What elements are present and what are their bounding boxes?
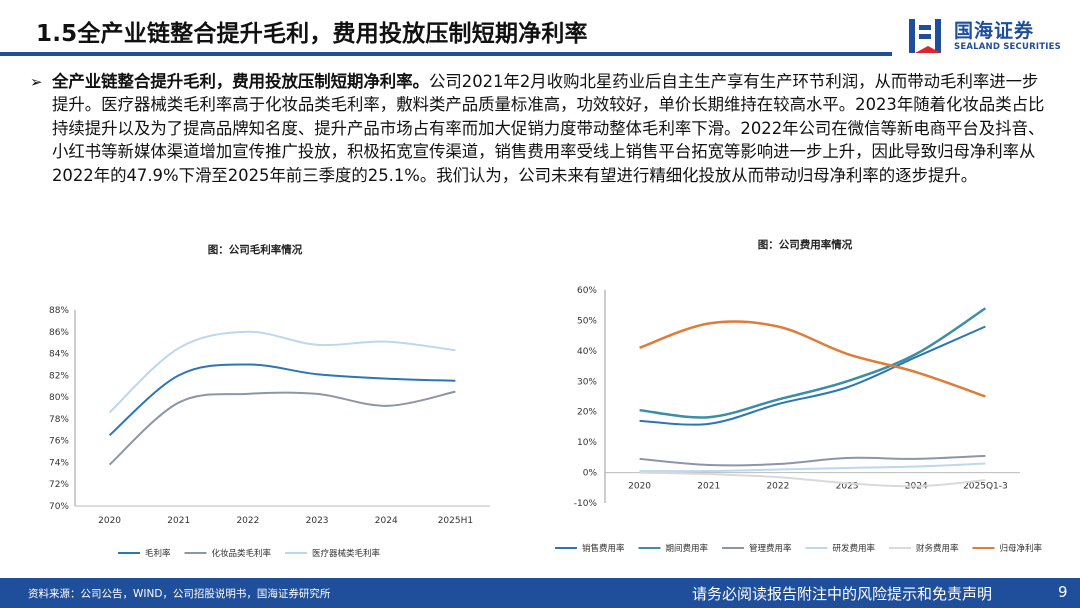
logo-english-name: SEALAND SECURITIES [954, 42, 1061, 52]
chart1-y-tick-label: 82% [49, 371, 69, 381]
chart2-legend-label: 归母净利率 [1000, 543, 1043, 554]
chart2-series-line [639, 462, 986, 473]
chart2-legend-label: 管理费用率 [749, 543, 792, 554]
chart1-series-line [108, 330, 456, 414]
chart2-series-line [639, 471, 986, 488]
chart1-x-tick-label: 2025H1 [438, 516, 473, 526]
chart1-series-line [108, 390, 456, 466]
body-lead: 全产业链整合提升毛利，费用投放压制短期净利率。 [52, 72, 429, 91]
body-content: 公司2021年2月收购北星药业后自主生产享有生产环节利润，从而带动毛利率进一步提… [52, 72, 1045, 185]
chart2-series-line [639, 325, 986, 426]
chart1-y-tick-label: 74% [49, 458, 69, 468]
logo-mark-icon [909, 19, 941, 53]
footer-bar: 资料来源：公司公告，WIND，公司招股说明书，国海证券研究所 请务必阅读报告附注… [0, 578, 1080, 608]
footer-disclaimer: 请务必阅读报告附注中的风险提示和免责声明 [692, 585, 993, 603]
chart2-x-tick-label: 2022 [766, 482, 789, 492]
chart2-x-tick-label: 2021 [697, 482, 720, 492]
bullet-arrow-icon: ➢ [30, 73, 43, 91]
chart2-y-tick-label: 60% [577, 286, 597, 296]
chart2-y-tick-label: 40% [577, 347, 597, 357]
chart1-legend-label: 毛利率 [145, 548, 171, 559]
chart2-x-tick-label: 2023 [836, 482, 859, 492]
chart1-legend-label: 医疗器械类毛利率 [312, 548, 381, 559]
chart1-y-tick-label: 88% [49, 306, 69, 316]
chart1-y-tick-label: 78% [49, 415, 69, 425]
chart2-legend-label: 财务费用率 [916, 543, 959, 554]
logo-chinese-name: 国海证券 [954, 20, 1035, 42]
chart2-legend-label: 销售费用率 [582, 543, 625, 554]
chart2-y-tick-label: 50% [577, 316, 597, 326]
chart2-legend-label: 期间费用率 [666, 543, 709, 554]
expense-ratio-chart: 图：公司费用率情况 -10% 0% 10% 20% 30% 40% 50% 60% 2020 202… [555, 238, 1043, 554]
chart2-title: 图：公司费用率情况 [758, 238, 853, 251]
chart2-x-tick-label: 2020 [628, 482, 651, 492]
company-logo: 国海证券 SEALAND SECURITIES [906, 14, 1066, 60]
chart2-y-tick-label: 0% [583, 469, 598, 479]
chart2-series-line [639, 320, 986, 398]
slide-title: 1.5全产业链整合提升毛利，费用投放压制短期净利率 [36, 21, 588, 47]
chart1-series-line [108, 363, 456, 436]
chart2-y-tick-label: 10% [577, 438, 597, 448]
chart1-x-tick-label: 2020 [98, 516, 121, 526]
chart1-y-tick-label: 80% [49, 393, 69, 403]
chart1-y-tick-label: 86% [49, 328, 69, 338]
chart1-legend-label: 化妆品类毛利率 [212, 548, 272, 559]
page-number: 9 [1058, 583, 1068, 601]
chart1-x-tick-label: 2022 [236, 516, 259, 526]
chart2-x-tick-label: 2025Q1-3 [963, 482, 1008, 492]
chart2-y-tick-label: -10% [574, 499, 598, 509]
chart1-y-tick-label: 72% [49, 480, 69, 490]
chart1-y-tick-label: 70% [49, 502, 69, 512]
chart2-series-line [639, 307, 987, 419]
footer-source: 资料来源：公司公告，WIND，公司招股说明书，国海证券研究所 [28, 588, 331, 600]
chart2-y-tick-label: 30% [577, 377, 597, 387]
chart1-x-tick-label: 2023 [306, 516, 329, 526]
chart2-legend-label: 研发费用率 [833, 543, 876, 554]
chart1-x-tick-label: 2021 [167, 516, 190, 526]
chart1-title: 图：公司毛利率情况 [208, 243, 303, 256]
chart1-x-tick-label: 2024 [375, 516, 398, 526]
chart1-y-tick-label: 76% [49, 437, 69, 447]
title-underline [0, 52, 892, 56]
chart2-series-line [639, 454, 986, 467]
chart2-y-tick-label: 20% [577, 408, 597, 418]
gross-margin-chart: 图：公司毛利率情况 70% 72% 74% 76% 78% 80% 82% 84% 86% 88% 2… [49, 243, 490, 559]
chart1-y-tick-label: 84% [49, 350, 69, 360]
body-paragraph: 全产业链整合提升毛利，费用投放压制短期净利率。公司2021年2月收购北星药业后自… [52, 70, 1052, 187]
